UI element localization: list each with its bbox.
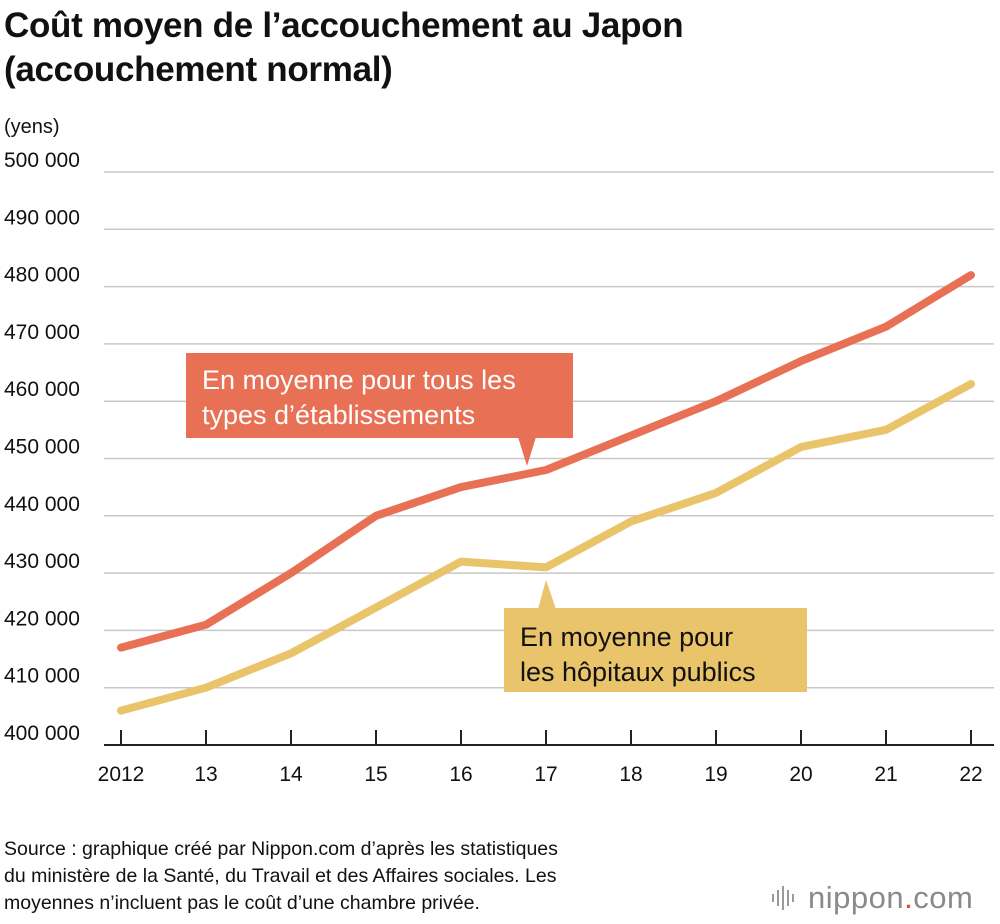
series-line-all-facilities [117,271,975,652]
nippon-logo: nippon.com [772,880,973,916]
x-tick-label: 19 [704,763,727,786]
y-tick-label: 490 000 [4,206,80,229]
x-tick-label: 15 [364,763,387,786]
callout-all-pointer [518,437,536,466]
y-axis-unit-label: (yens) [4,116,60,138]
logo-suffix: com [913,880,974,915]
x-tick-label: 14 [279,763,303,786]
x-tick-label: 18 [619,763,642,786]
source-line-3: moyennes n’incluent pas le coût d’une ch… [4,892,480,914]
y-tick-label: 400 000 [4,722,80,745]
y-tick-label: 480 000 [4,264,80,287]
chart-title: Coût moyen de l’accouchement au Japon (a… [4,4,994,92]
callout-all-facilities: En moyenne pour tous les types d’établis… [186,353,573,438]
source-note: Source : graphique créé par Nippon.com d… [4,836,744,917]
callout-all-line-2: types d’établissements [202,400,476,430]
x-tick-label: 13 [194,763,217,786]
series-lines [117,271,975,715]
callout-all-line-1: En moyenne pour tous les [202,365,516,395]
y-tick-label: 470 000 [4,321,80,344]
y-tick-label: 440 000 [4,493,80,516]
y-tick-labels: 400 000 410 000 420 000 430 000 440 000 450 0… [4,149,80,745]
x-axis [104,730,994,746]
callout-public-hospitals: En moyenne pour les hôpitaux publics [504,608,807,692]
y-tick-label: 460 000 [4,378,80,401]
callout-public-line-2: les hôpitaux publics [520,657,756,687]
chart-title-line-1: Coût moyen de l’accouchement au Japon [4,6,684,45]
source-line-1: Source : graphique créé par Nippon.com d… [4,838,558,860]
callout-public-line-1: En moyenne pour [520,622,734,652]
x-tick-labels: 2012 13 14 15 16 17 18 19 20 21 22 [98,763,983,786]
x-tick-label: 16 [449,763,472,786]
x-tick-label: 17 [534,763,557,786]
callout-public-pointer [538,580,556,609]
y-tick-label: 450 000 [4,436,80,459]
y-tick-label: 500 000 [4,149,80,172]
x-tick-label: 2012 [98,763,145,786]
x-tick-label: 20 [789,763,812,786]
y-tick-label: 430 000 [4,550,80,573]
y-tick-label: 420 000 [4,607,80,630]
logo-name: nippon [808,880,905,915]
logo-dot: . [904,880,914,915]
x-tick-label: 21 [874,763,897,786]
logo-wordmark: nippon.com [808,880,973,916]
x-tick-label: 22 [959,763,982,786]
logo-mark-icon [772,885,800,911]
source-line-2: du ministère de la Santé, du Travail et … [4,865,557,887]
chart-title-line-2: (accouchement normal) [4,50,393,89]
series-line-public-hospitals [117,380,975,715]
y-tick-label: 410 000 [4,665,80,688]
